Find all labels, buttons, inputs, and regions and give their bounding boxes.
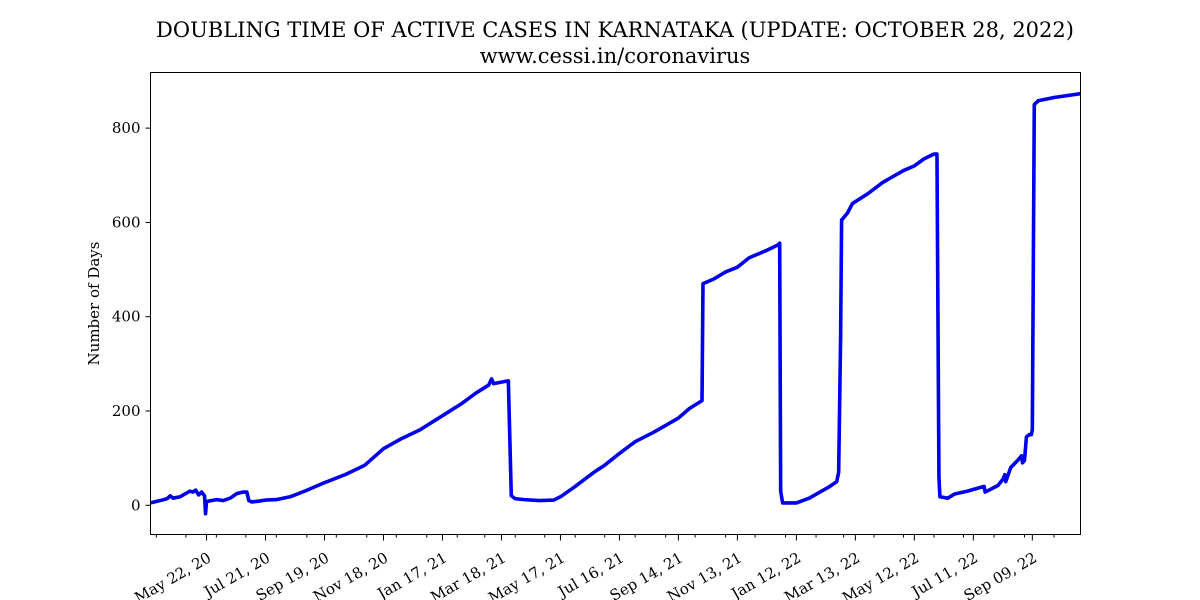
y-axis: 0 200 400 600 800 [112, 119, 151, 514]
plot-frame [150, 72, 1081, 535]
chart-subtitle: www.cessi.in/coronavirus [479, 44, 751, 68]
y-tick-label: 800 [112, 119, 141, 137]
y-tick-label: 200 [112, 402, 141, 420]
y-tick-label: 0 [131, 496, 141, 514]
series-line-0 [150, 91, 1081, 516]
series-layer [150, 91, 1081, 516]
chart-title: DOUBLING TIME OF ACTIVE CASES IN KARNATA… [156, 18, 1074, 42]
y-axis-label: Number of Days [85, 242, 103, 366]
y-tick-label: 600 [112, 213, 141, 231]
x-tick-label: May 22, 20 [131, 549, 214, 600]
y-tick-label: 400 [112, 308, 141, 326]
